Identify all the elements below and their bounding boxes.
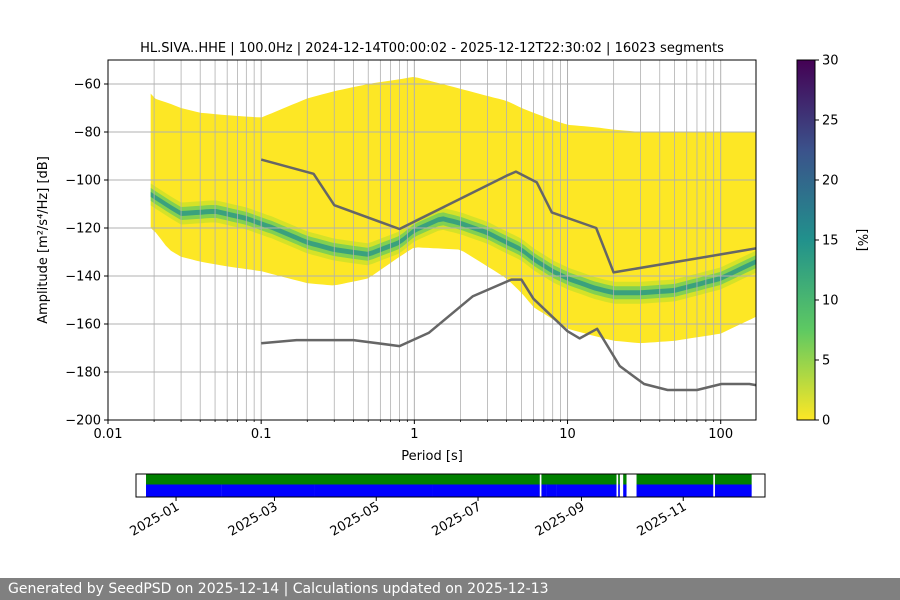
y-tick-label: −100 bbox=[65, 174, 101, 189]
timeline-bottom-segment bbox=[714, 484, 752, 497]
timeline-top-segment bbox=[636, 474, 714, 485]
psd-figure: 0.01 0.1 1 10 100 −60 −80 −100 −120 −140 −160 −180−… bbox=[36, 41, 869, 540]
y-tick-label: −60 bbox=[74, 78, 101, 93]
mode-band-outer bbox=[150, 183, 756, 304]
y-tick-label: −180 bbox=[65, 366, 101, 381]
timeline-bottom-segment bbox=[623, 484, 627, 497]
colorbar-tick-label: 20 bbox=[822, 174, 839, 189]
footer-text: Generated by SeedPSD on 2025-12-14 | Cal… bbox=[8, 581, 549, 597]
colorbar-tick-label: 15 bbox=[822, 234, 839, 249]
timeline-bottom-segment bbox=[541, 484, 547, 497]
colorbar-label: [%] bbox=[854, 229, 869, 252]
timeline-bottom-segment bbox=[221, 484, 315, 497]
x-tick-label: 0.01 bbox=[94, 427, 123, 442]
mode-band-middle bbox=[150, 187, 756, 300]
timeline-tick-label: 2025-01 bbox=[127, 499, 182, 539]
plot-axes: 0.01 0.1 1 10 100 −60 −80 −100 −120 −140 −160 −180 −… bbox=[65, 78, 733, 443]
chart-title: HL.SIVA..HHE | 100.0Hz | 2024-12-14T00:0… bbox=[140, 41, 724, 56]
noise-model-high-line bbox=[260, 158, 756, 274]
colorbar-tick-label: 30 bbox=[822, 54, 839, 69]
timeline-tick-label: 2025-11 bbox=[635, 499, 690, 539]
timeline-bottom-segment bbox=[546, 484, 557, 497]
y-tick-label: −160 bbox=[65, 318, 101, 333]
timeline-top-segment bbox=[714, 474, 752, 485]
y-tick-label: −140 bbox=[65, 270, 101, 285]
timeline-tick-label: 2025-05 bbox=[328, 499, 383, 539]
timeline-frame bbox=[135, 473, 766, 498]
x-tick-label: 1 bbox=[410, 427, 418, 442]
timeline-bottom-segment bbox=[432, 484, 540, 497]
timeline-bottom-segment bbox=[618, 484, 620, 497]
timeline-tick-label: 2025-07 bbox=[429, 499, 484, 539]
timeline-bottom-segment bbox=[146, 484, 222, 497]
psd-envelope bbox=[150, 77, 756, 344]
timeline-top-segment bbox=[618, 474, 620, 485]
colorbar-tick-label: 25 bbox=[822, 114, 839, 129]
colorbar bbox=[796, 59, 816, 421]
noise-model-low-line bbox=[261, 278, 756, 392]
x-axis-label: Period [s] bbox=[401, 449, 463, 464]
timeline-bottom-segment bbox=[636, 484, 714, 497]
x-tick-label: 10 bbox=[559, 427, 576, 442]
x-tick-label: 100 bbox=[708, 427, 733, 442]
timeline-top-segment bbox=[623, 474, 627, 485]
psd-chart-svg: 0.01 0.1 1 10 100−60−80−100−120−140−160−180−… bbox=[36, 41, 869, 540]
x-tick-label: 0.1 bbox=[251, 427, 272, 442]
plot-frame bbox=[107, 59, 757, 421]
timeline-bottom-segment bbox=[556, 484, 617, 497]
mode-band-inner bbox=[150, 191, 756, 296]
y-tick-label: −200 bbox=[65, 414, 101, 429]
colorbar-tick-label: 10 bbox=[822, 294, 839, 309]
colorbar-tick-label: 0 bbox=[822, 414, 830, 429]
y-axis-label: Amplitude [m²/s⁴/Hz] [dB] bbox=[36, 156, 51, 324]
timeline-top-segment bbox=[541, 474, 617, 485]
psd-heatmap bbox=[150, 77, 756, 344]
y-tick-label: −120 bbox=[65, 222, 101, 237]
footer-bar: Generated by SeedPSD on 2025-12-14 | Cal… bbox=[0, 578, 900, 600]
timeline-tick-label: 2025-09 bbox=[533, 499, 588, 539]
y-tick-label: −80 bbox=[74, 126, 101, 141]
timeline-bottom-segment bbox=[314, 484, 433, 497]
timeline-tick-label: 2025-03 bbox=[226, 499, 281, 539]
colorbar-tick-label: 5 bbox=[822, 354, 830, 369]
timeline-top-segment bbox=[146, 474, 540, 485]
